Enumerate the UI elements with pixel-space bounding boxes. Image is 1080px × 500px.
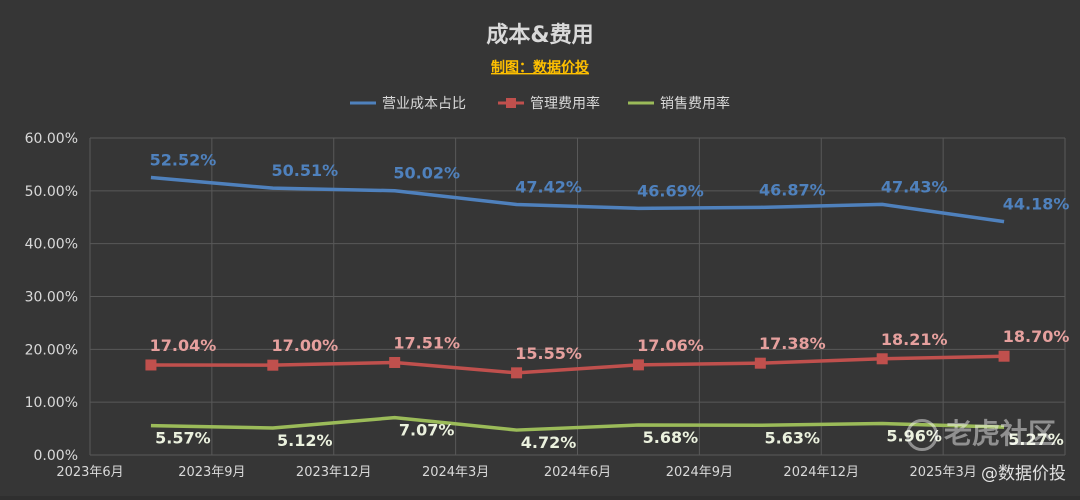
- chart-subtitle: 制图：数据价投: [491, 59, 589, 76]
- data-label-1: 17.06%: [637, 336, 704, 355]
- chart-title: 成本&费用: [486, 23, 593, 48]
- legend-label-2: 销售费用率: [660, 95, 730, 112]
- x-tick-label: 2023年12月: [296, 465, 372, 480]
- y-tick-label: 20.00%: [25, 342, 78, 358]
- data-label-0: 47.42%: [515, 177, 582, 196]
- data-label-0: 50.02%: [393, 164, 460, 183]
- data-label-0: 44.18%: [1003, 195, 1070, 214]
- data-label-2: 5.57%: [155, 429, 211, 448]
- data-label-2: 5.68%: [643, 428, 699, 447]
- series-line-2: [150, 415, 1005, 432]
- legend-label-0: 营业成本占比: [382, 96, 466, 112]
- data-label-1: 15.55%: [515, 344, 582, 363]
- data-label-0: 46.69%: [637, 181, 704, 200]
- x-tick-label: 2024年12月: [783, 465, 859, 480]
- data-label-1: 17.51%: [393, 333, 460, 352]
- legend-label-1: 管理费用率: [530, 95, 600, 112]
- y-tick-label: 50.00%: [25, 184, 78, 200]
- series-marker-1: [145, 359, 157, 371]
- watermark-logo: 老虎社区: [905, 412, 1056, 452]
- data-label-0: 52.52%: [150, 151, 217, 170]
- y-tick-label: 10.00%: [25, 395, 78, 411]
- series-marker-1: [754, 357, 766, 369]
- series-marker-1: [632, 359, 644, 371]
- data-label-1: 17.00%: [271, 336, 338, 355]
- series-line-1: [150, 354, 1005, 375]
- series-marker-1: [998, 350, 1010, 362]
- series-marker-1: [389, 356, 401, 368]
- x-tick-label: 2024年9月: [666, 465, 733, 480]
- tiger-logo-icon: [905, 419, 938, 451]
- y-tick-label: 60.00%: [25, 131, 78, 147]
- data-label-2: 5.27%: [1008, 430, 1064, 449]
- series-line-0: [150, 175, 1005, 224]
- watermark-author: @数据价投: [981, 464, 1066, 484]
- series-marker-1: [511, 367, 523, 379]
- y-tick-label: 0.00%: [34, 448, 78, 464]
- data-label-0: 50.51%: [271, 161, 338, 180]
- data-label-1: 17.38%: [759, 334, 826, 353]
- data-label-2: 5.12%: [277, 431, 333, 450]
- data-label-1: 17.04%: [150, 336, 217, 355]
- data-label-2: 7.07%: [399, 421, 455, 440]
- series-marker-1: [267, 359, 279, 371]
- x-tick-label: 2025年3月: [909, 465, 976, 480]
- legend-marker-1: [506, 98, 516, 108]
- data-label-1: 18.70%: [1003, 327, 1070, 346]
- x-tick-label: 2023年9月: [178, 465, 245, 480]
- data-label-0: 47.43%: [881, 177, 948, 196]
- data-label-2: 5.63%: [765, 428, 821, 447]
- y-tick-label: 40.00%: [25, 237, 78, 253]
- x-tick-label: 2024年6月: [544, 465, 611, 480]
- watermark-logo-text: 老虎社区: [943, 417, 1056, 450]
- x-tick-label: 2023年6月: [56, 465, 123, 480]
- y-tick-label: 30.00%: [25, 290, 78, 306]
- data-label-0: 46.87%: [759, 180, 826, 199]
- data-label-1: 18.21%: [881, 330, 948, 349]
- data-label-2: 4.72%: [521, 433, 577, 452]
- x-tick-label: 2024年3月: [422, 465, 489, 480]
- series-marker-1: [876, 353, 888, 365]
